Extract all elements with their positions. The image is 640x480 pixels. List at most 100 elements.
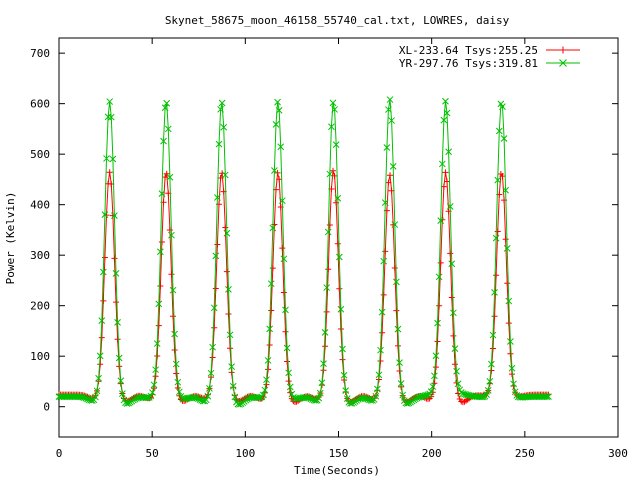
data-point bbox=[393, 278, 400, 286]
data-point bbox=[160, 137, 167, 145]
data-point bbox=[448, 260, 456, 268]
data-point bbox=[282, 306, 289, 314]
data-point bbox=[98, 334, 105, 341]
data-point bbox=[451, 361, 458, 368]
x-tick-label: 50 bbox=[146, 447, 159, 460]
data-point bbox=[502, 186, 509, 194]
data-point bbox=[505, 297, 513, 305]
data-point bbox=[117, 377, 125, 385]
legend-marker bbox=[559, 46, 567, 54]
data-point bbox=[118, 390, 126, 397]
data-point bbox=[92, 393, 99, 401]
data-point bbox=[446, 203, 454, 210]
data-point bbox=[339, 345, 346, 353]
data-point bbox=[381, 199, 389, 206]
axes: 0 50 100 150 200 250 300 0 100 200 300 400 500 600 700 bbox=[30, 38, 628, 460]
data-point bbox=[266, 342, 273, 349]
data-point bbox=[221, 171, 229, 179]
y-tick-label: 300 bbox=[30, 249, 50, 262]
data-point bbox=[55, 393, 63, 400]
series-xl bbox=[56, 167, 552, 406]
data-point bbox=[228, 363, 235, 370]
data-point bbox=[491, 288, 498, 296]
data-point bbox=[427, 388, 435, 396]
data-point bbox=[149, 389, 156, 396]
data-point bbox=[225, 286, 232, 293]
data-point bbox=[508, 364, 516, 372]
data-point bbox=[106, 98, 114, 105]
data-point bbox=[212, 252, 220, 260]
data-point bbox=[284, 358, 291, 365]
data-point bbox=[125, 399, 133, 407]
data-point bbox=[380, 257, 388, 265]
data-point bbox=[397, 380, 405, 387]
data-point bbox=[510, 380, 517, 388]
data-point bbox=[375, 371, 383, 379]
data-point bbox=[212, 285, 219, 292]
data-point bbox=[438, 160, 446, 168]
data-point bbox=[442, 97, 449, 105]
data-point bbox=[161, 104, 169, 112]
data-point bbox=[491, 313, 498, 320]
data-point bbox=[428, 393, 435, 400]
data-point bbox=[275, 107, 283, 114]
x-tick-label: 150 bbox=[329, 447, 349, 460]
y-tick-label: 700 bbox=[30, 47, 50, 60]
data-point bbox=[323, 284, 331, 291]
data-point bbox=[543, 393, 551, 400]
data-point bbox=[389, 163, 397, 170]
data-point bbox=[315, 394, 323, 402]
data-point bbox=[103, 155, 110, 162]
data-point bbox=[321, 329, 329, 336]
data-point bbox=[280, 289, 287, 296]
data-point bbox=[61, 393, 69, 400]
data-point bbox=[152, 366, 159, 374]
data-point bbox=[480, 393, 487, 401]
data-point bbox=[227, 345, 234, 352]
data-point bbox=[286, 383, 294, 391]
data-point bbox=[388, 117, 395, 124]
data-point bbox=[214, 194, 221, 201]
data-point bbox=[65, 393, 72, 400]
data-point bbox=[68, 393, 76, 400]
data-point bbox=[322, 343, 329, 350]
data-point bbox=[268, 307, 275, 314]
data-point bbox=[336, 285, 343, 292]
legend-marker bbox=[559, 59, 567, 67]
data-point bbox=[280, 255, 288, 263]
data-point bbox=[445, 148, 452, 156]
data-point bbox=[340, 371, 348, 379]
data-point bbox=[370, 396, 378, 403]
data-point bbox=[391, 221, 399, 228]
data-point bbox=[436, 302, 443, 309]
data-point bbox=[502, 236, 509, 243]
data-point bbox=[285, 369, 293, 377]
data-point bbox=[276, 176, 283, 183]
data-point bbox=[63, 393, 71, 400]
data-point bbox=[60, 393, 68, 400]
data-point bbox=[223, 229, 231, 237]
data-point bbox=[176, 388, 183, 396]
data-point bbox=[111, 255, 118, 262]
data-point bbox=[537, 393, 544, 400]
data-point bbox=[443, 109, 451, 117]
data-point bbox=[172, 360, 180, 368]
data-point bbox=[492, 234, 500, 242]
data-point bbox=[435, 273, 443, 281]
data-point bbox=[499, 173, 506, 180]
data-point bbox=[218, 99, 226, 107]
data-point bbox=[379, 329, 386, 336]
data-point bbox=[220, 123, 228, 131]
data-point bbox=[283, 344, 291, 352]
data-point bbox=[101, 211, 109, 218]
x-tick-label: 250 bbox=[515, 447, 535, 460]
data-point bbox=[98, 317, 106, 324]
data-point bbox=[429, 383, 437, 390]
data-point bbox=[158, 190, 166, 197]
data-point bbox=[334, 240, 341, 247]
data-point bbox=[202, 396, 210, 404]
data-point bbox=[316, 389, 324, 397]
data-point bbox=[266, 325, 274, 333]
